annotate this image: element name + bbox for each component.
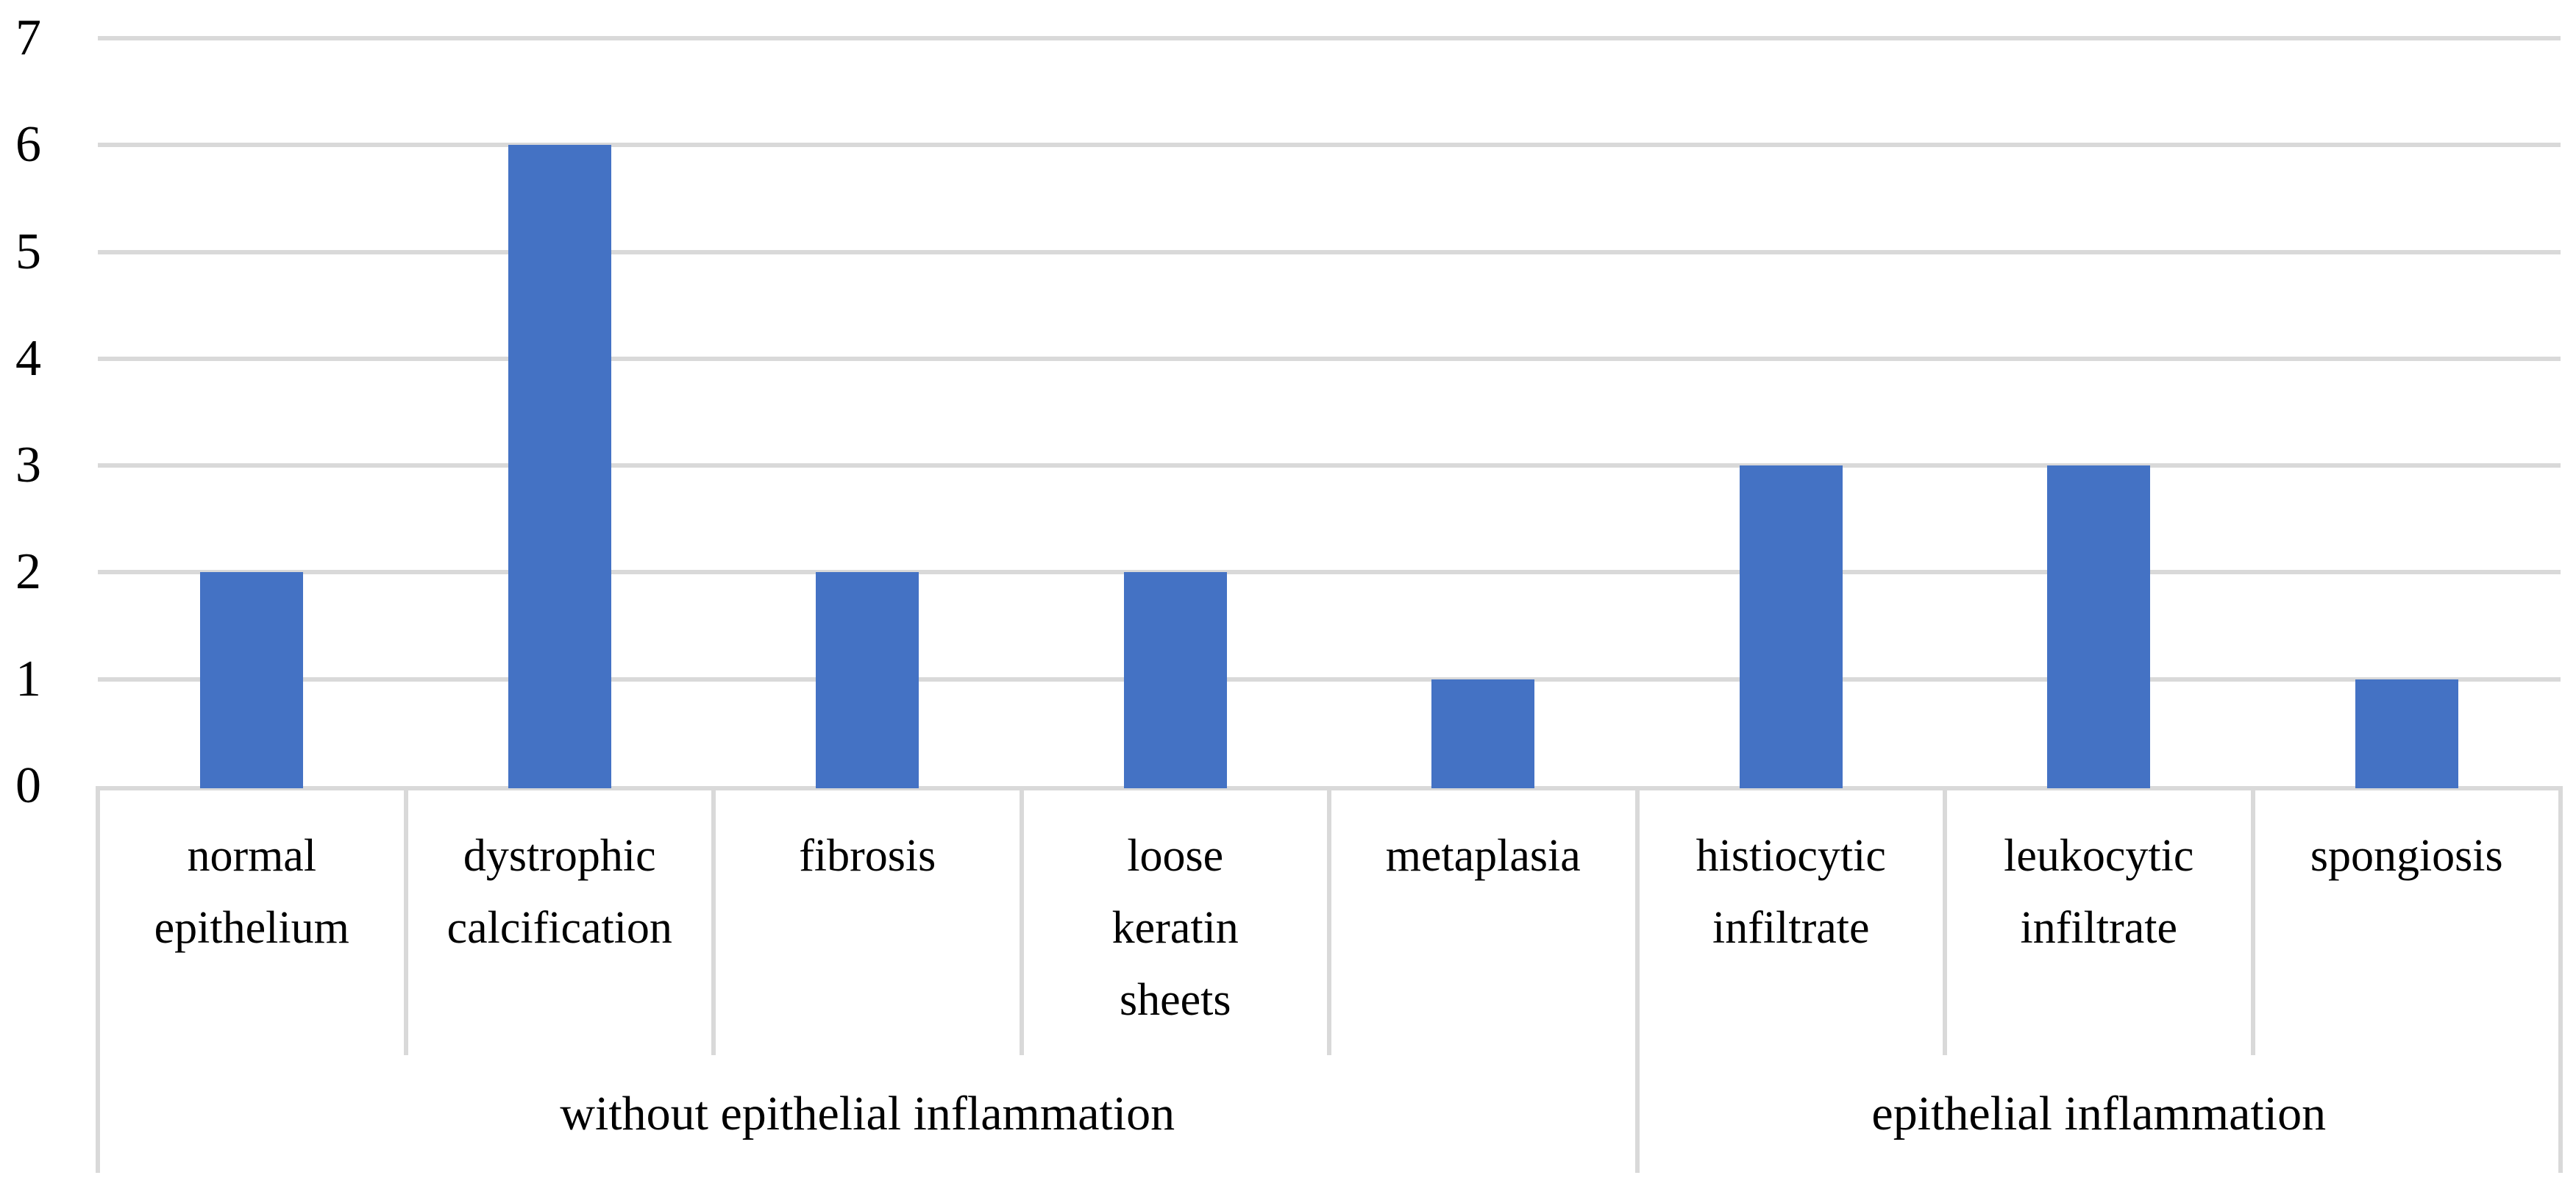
category-label-histiocytic-infiltrate: histiocytic infiltrate <box>1696 831 1886 953</box>
bar-metaplasia <box>1431 679 1535 788</box>
bar-fibrosis <box>816 572 919 788</box>
gridline-2 <box>98 570 2561 575</box>
category-divider <box>1327 786 1331 1055</box>
gridline-1 <box>98 676 2561 682</box>
bar-normal-epithelium <box>200 572 304 788</box>
bar-histiocytic-infiltrate <box>1739 465 1843 788</box>
y-tick-label-4: 4 <box>15 329 41 387</box>
group-label-without-epithelial-inflammation: without epithelial inflammation <box>560 1087 1175 1140</box>
y-tick-label-0: 0 <box>15 757 41 814</box>
bar-dystrophic-calcification <box>508 145 611 788</box>
category-label-leukocytic-infiltrate: leukocytic infiltrate <box>2004 831 2194 953</box>
category-divider <box>2250 786 2255 1055</box>
y-tick-label-5: 5 <box>15 223 41 280</box>
group-label-epithelial-inflammation: epithelial inflammation <box>1871 1087 2327 1140</box>
category-divider <box>403 786 408 1055</box>
category-label-metaplasia: metaplasia <box>1385 831 1581 881</box>
bar-loose-keratin-sheets <box>1123 572 1227 788</box>
category-divider <box>1943 786 1947 1055</box>
category-label-dystrophic-calcification: dystrophic calcification <box>446 831 672 953</box>
category-label-loose-keratin-sheets: loose keratin sheets <box>1111 831 1239 1025</box>
y-tick-label-3: 3 <box>15 437 41 494</box>
category-divider <box>711 786 716 1055</box>
gridline-3 <box>98 463 2561 468</box>
category-divider <box>1019 786 1024 1055</box>
y-tick-label-2: 2 <box>15 543 41 601</box>
bar-leukocytic-infiltrate <box>2047 465 2151 788</box>
y-tick-label-6: 6 <box>15 116 41 174</box>
gridline-7 <box>98 36 2561 40</box>
gridline-4 <box>98 356 2561 361</box>
group-boundary-divider <box>1634 786 1640 1173</box>
category-label-normal-epithelium: normal epithelium <box>154 831 349 953</box>
y-tick-label-7: 7 <box>15 10 41 66</box>
category-label-fibrosis: fibrosis <box>799 831 936 881</box>
bar-spongiosis <box>2355 679 2458 788</box>
group-boundary-divider <box>96 786 100 1173</box>
category-label-spongiosis: spongiosis <box>2310 831 2503 881</box>
gridline-6 <box>98 143 2561 148</box>
group-boundary-divider <box>2558 786 2563 1173</box>
gridline-5 <box>98 249 2561 254</box>
y-tick-label-1: 1 <box>15 650 41 707</box>
